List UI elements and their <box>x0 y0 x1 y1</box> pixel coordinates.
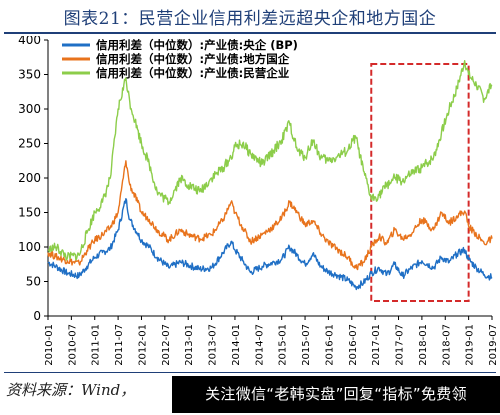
legend-label-0: 信用利差（中位数）:产业债:央企 (BP) <box>96 38 298 52</box>
x-tick-label: 2012-01 <box>137 324 148 366</box>
y-tick-label: 150 <box>18 206 41 220</box>
y-tick-label: 0 <box>33 309 41 323</box>
x-tick-label: 2017-01 <box>371 324 382 366</box>
highlight-box <box>370 63 470 302</box>
x-tick-label: 2016-01 <box>324 324 335 366</box>
x-tick-label: 2012-07 <box>161 324 172 366</box>
legend-label-2: 信用利差（中位数）:产业债:民营企业 <box>96 66 290 80</box>
legend-label-1: 信用利差（中位数）:产业债:地方国企 <box>96 52 290 66</box>
x-tick-label: 2013-01 <box>184 324 195 366</box>
watermark-banner: 关注微信“老韩实盘”回复“指标”免费领 <box>172 376 500 413</box>
x-tick-label: 2014-07 <box>254 324 265 366</box>
y-tick-label: 300 <box>18 102 41 116</box>
y-tick-label: 400 <box>18 36 41 47</box>
title-rule <box>4 32 496 34</box>
figure-title: 图表21：民营企业信用利差远超央企和地方国企 <box>63 9 437 29</box>
y-tick-label: 350 <box>18 68 41 82</box>
y-tick-label: 250 <box>18 137 41 151</box>
y-tick-label: 50 <box>26 275 41 289</box>
x-tick-label: 2010-01 <box>44 324 55 366</box>
line-chart: 0 50 100 150 200 250 300 350 400 2010-01 2010-07 20… <box>18 36 499 366</box>
footer-rule <box>4 372 496 373</box>
x-tick-label: 2015-07 <box>301 324 312 366</box>
x-tick-label: 2011-01 <box>91 324 102 366</box>
series-line-1 <box>47 160 493 271</box>
x-tick-label: 2017-07 <box>395 324 406 366</box>
x-tick-label: 2013-07 <box>208 324 219 366</box>
y-tick-label: 100 <box>18 240 41 254</box>
x-tick-label: 2010-07 <box>67 324 78 366</box>
x-tick-label: 2015-01 <box>278 324 289 366</box>
x-tick-label: 2019-07 <box>488 324 499 366</box>
y-tick-label: 200 <box>18 171 41 185</box>
x-tick-label: 2018-07 <box>441 324 452 366</box>
series-line-0 <box>47 198 493 291</box>
x-tick-label: 2011-07 <box>114 324 125 366</box>
series-line-2 <box>47 60 493 261</box>
x-tick-label: 2019-01 <box>465 324 476 366</box>
x-tick-label: 2014-01 <box>231 324 242 366</box>
source-note: 资料来源：Wind， <box>6 381 136 399</box>
x-tick-label: 2016-07 <box>348 324 359 366</box>
x-tick-label: 2018-01 <box>418 324 429 366</box>
